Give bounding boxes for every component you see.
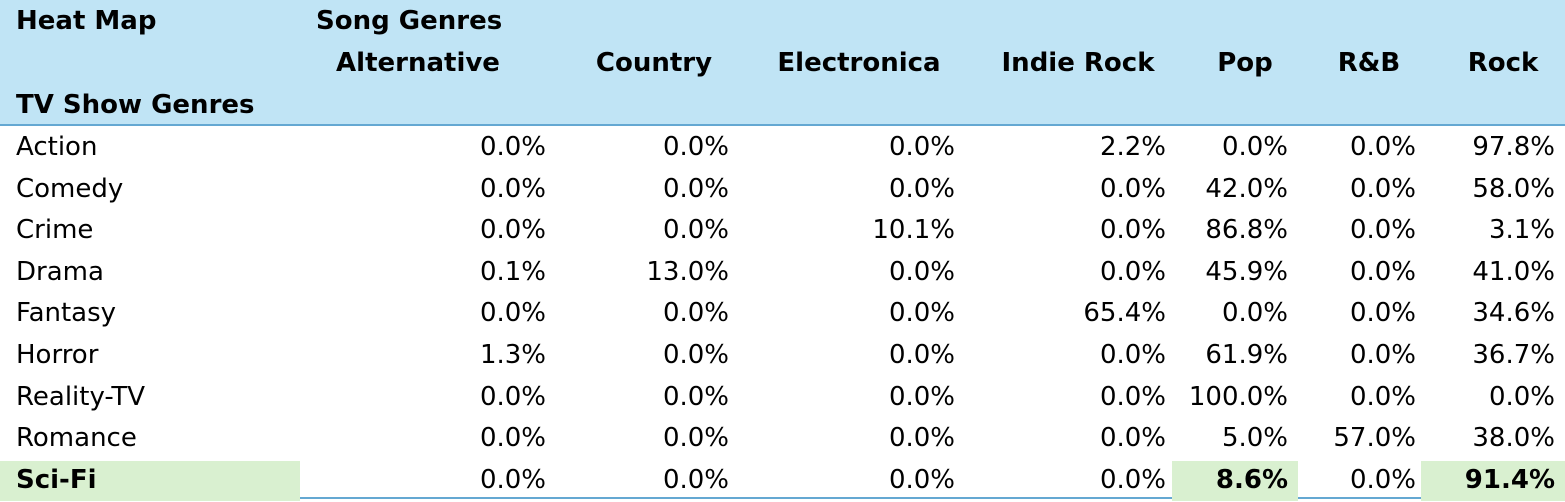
cell-fantasy-alternative: 0.0% — [479, 298, 546, 329]
column-header-pop: Pop — [1217, 48, 1273, 78]
cell-drama-electronica: 0.0% — [888, 256, 955, 287]
highlight-row-label-cell — [0, 460, 300, 501]
column-header-country: Country — [595, 48, 713, 78]
cell-fantasy-indie-rock: 65.4% — [1083, 298, 1166, 329]
table-title: Heat Map — [16, 6, 157, 36]
cell-reality-tv-alternative: 0.0% — [479, 381, 546, 412]
cell-drama-alternative: 0.1% — [479, 256, 546, 287]
cell-crime-indie-rock: 0.0% — [1099, 215, 1166, 246]
cell-horror-country: 0.0% — [662, 340, 729, 370]
cell-comedy-country: 0.0% — [662, 173, 729, 204]
row-label-crime: Crime — [16, 215, 94, 246]
column-header-indie-rock: Indie Rock — [1001, 48, 1155, 78]
cell-sci-fi-pop: 8.6% — [1215, 464, 1288, 495]
cell-fantasy-electronica: 0.0% — [888, 298, 955, 329]
row-label-romance: Romance — [16, 423, 137, 454]
cell-horror-rock: 36.7% — [1472, 340, 1555, 370]
cell-comedy-randb: 0.0% — [1349, 173, 1416, 204]
cell-fantasy-randb: 0.0% — [1349, 298, 1416, 329]
cell-sci-fi-alternative: 0.0% — [479, 464, 546, 495]
cell-crime-randb: 0.0% — [1349, 215, 1416, 246]
highlight-cell-pop — [1172, 460, 1298, 501]
cell-comedy-pop: 42.0% — [1205, 173, 1288, 204]
row-label-sci-fi: Sci-Fi — [16, 464, 97, 495]
cell-reality-tv-pop: 100.0% — [1188, 381, 1288, 412]
cell-sci-fi-indie-rock: 0.0% — [1099, 464, 1166, 495]
cell-comedy-rock: 58.0% — [1472, 173, 1555, 204]
cell-crime-alternative: 0.0% — [479, 215, 546, 246]
row-axis-label: TV Show Genres — [16, 90, 255, 120]
cell-romance-rock: 38.0% — [1472, 423, 1555, 454]
cell-horror-indie-rock: 0.0% — [1099, 340, 1166, 370]
header-divider — [0, 124, 1565, 126]
cell-drama-randb: 0.0% — [1349, 256, 1416, 287]
row-label-drama: Drama — [16, 256, 104, 287]
cell-sci-fi-randb: 0.0% — [1349, 464, 1416, 495]
cell-action-randb: 0.0% — [1349, 132, 1416, 162]
row-label-action: Action — [16, 132, 98, 162]
cell-fantasy-pop: 0.0% — [1221, 298, 1288, 329]
row-label-fantasy: Fantasy — [16, 298, 117, 329]
cell-comedy-indie-rock: 0.0% — [1099, 173, 1166, 204]
header-band — [0, 0, 1565, 125]
cell-crime-country: 0.0% — [662, 215, 729, 246]
cell-action-country: 0.0% — [662, 132, 729, 162]
cell-reality-tv-indie-rock: 0.0% — [1099, 381, 1166, 412]
cell-romance-pop: 5.0% — [1221, 423, 1288, 454]
cell-sci-fi-electronica: 0.0% — [888, 464, 955, 495]
column-axis-label: Song Genres — [316, 6, 503, 36]
column-header-electronica: Electronica — [777, 48, 941, 78]
row-label-comedy: Comedy — [16, 173, 124, 204]
column-header-rock: Rock — [1467, 48, 1539, 78]
column-header-alternative: Alternative — [336, 48, 500, 78]
cell-comedy-alternative: 0.0% — [479, 173, 546, 204]
cell-crime-electronica: 10.1% — [872, 215, 955, 246]
cell-drama-indie-rock: 0.0% — [1099, 256, 1166, 287]
cell-romance-country: 0.0% — [662, 423, 729, 454]
row-label-reality-tv: Reality-TV — [16, 381, 146, 412]
cell-fantasy-country: 0.0% — [662, 298, 729, 329]
cell-action-rock: 97.8% — [1472, 132, 1555, 162]
cell-crime-rock: 3.1% — [1488, 215, 1555, 246]
cell-crime-pop: 86.8% — [1205, 215, 1288, 246]
cell-romance-alternative: 0.0% — [479, 423, 546, 454]
cell-horror-electronica: 0.0% — [888, 340, 955, 370]
cell-reality-tv-randb: 0.0% — [1349, 381, 1416, 412]
cell-drama-rock: 41.0% — [1472, 256, 1555, 287]
cell-action-indie-rock: 2.2% — [1099, 132, 1166, 162]
cell-action-pop: 0.0% — [1221, 132, 1288, 162]
column-header-randb: R&B — [1337, 48, 1401, 78]
cell-action-alternative: 0.0% — [479, 132, 546, 162]
cell-fantasy-rock: 34.6% — [1472, 298, 1555, 329]
row-label-horror: Horror — [16, 340, 99, 370]
cell-reality-tv-rock: 0.0% — [1488, 381, 1555, 412]
footer-divider — [0, 497, 1565, 499]
cell-sci-fi-rock: 91.4% — [1464, 464, 1555, 495]
cell-reality-tv-country: 0.0% — [662, 381, 729, 412]
cell-romance-randb: 57.0% — [1333, 423, 1416, 454]
cell-comedy-electronica: 0.0% — [888, 173, 955, 204]
cell-romance-electronica: 0.0% — [888, 423, 955, 454]
highlight-cell-rock — [1421, 460, 1565, 501]
cell-sci-fi-country: 0.0% — [662, 464, 729, 495]
cell-romance-indie-rock: 0.0% — [1099, 423, 1166, 454]
cell-reality-tv-electronica: 0.0% — [888, 381, 955, 412]
cell-drama-country: 13.0% — [646, 256, 729, 287]
cell-drama-pop: 45.9% — [1205, 256, 1288, 287]
cell-horror-randb: 0.0% — [1349, 340, 1416, 370]
cell-horror-alternative: 1.3% — [479, 340, 546, 370]
cell-horror-pop: 61.9% — [1205, 340, 1288, 370]
cell-action-electronica: 0.0% — [888, 132, 955, 162]
